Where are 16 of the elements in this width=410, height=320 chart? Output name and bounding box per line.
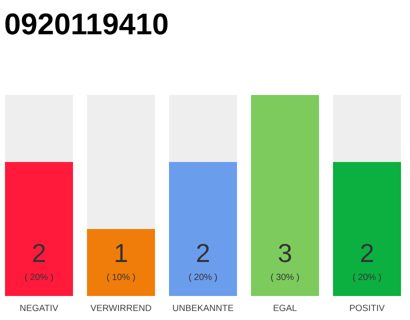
annotation: ( 30% ) — [271, 274, 299, 282]
x-tick-label: UNBEKANNTE — [173, 304, 234, 312]
chart-title: 0920119410 — [5, 13, 168, 35]
data-label: 3 — [278, 244, 292, 262]
x-tick-label: VERWIRREND — [90, 304, 152, 311]
annotation: ( 20% ) — [189, 274, 217, 282]
data-label: 2 — [33, 244, 45, 262]
data-label: 2 — [197, 244, 209, 262]
data-label: 2 — [361, 244, 373, 262]
x-tick-label: NEGATIV — [20, 304, 58, 312]
x-tick-label: EGAL — [274, 304, 297, 312]
x-tick-label: POSITIV — [350, 304, 385, 312]
annotation: ( 10% ) — [107, 274, 135, 282]
data-label: 1 — [116, 244, 127, 262]
annotation: ( 20% ) — [353, 274, 381, 282]
annotation: ( 20% ) — [25, 274, 53, 282]
